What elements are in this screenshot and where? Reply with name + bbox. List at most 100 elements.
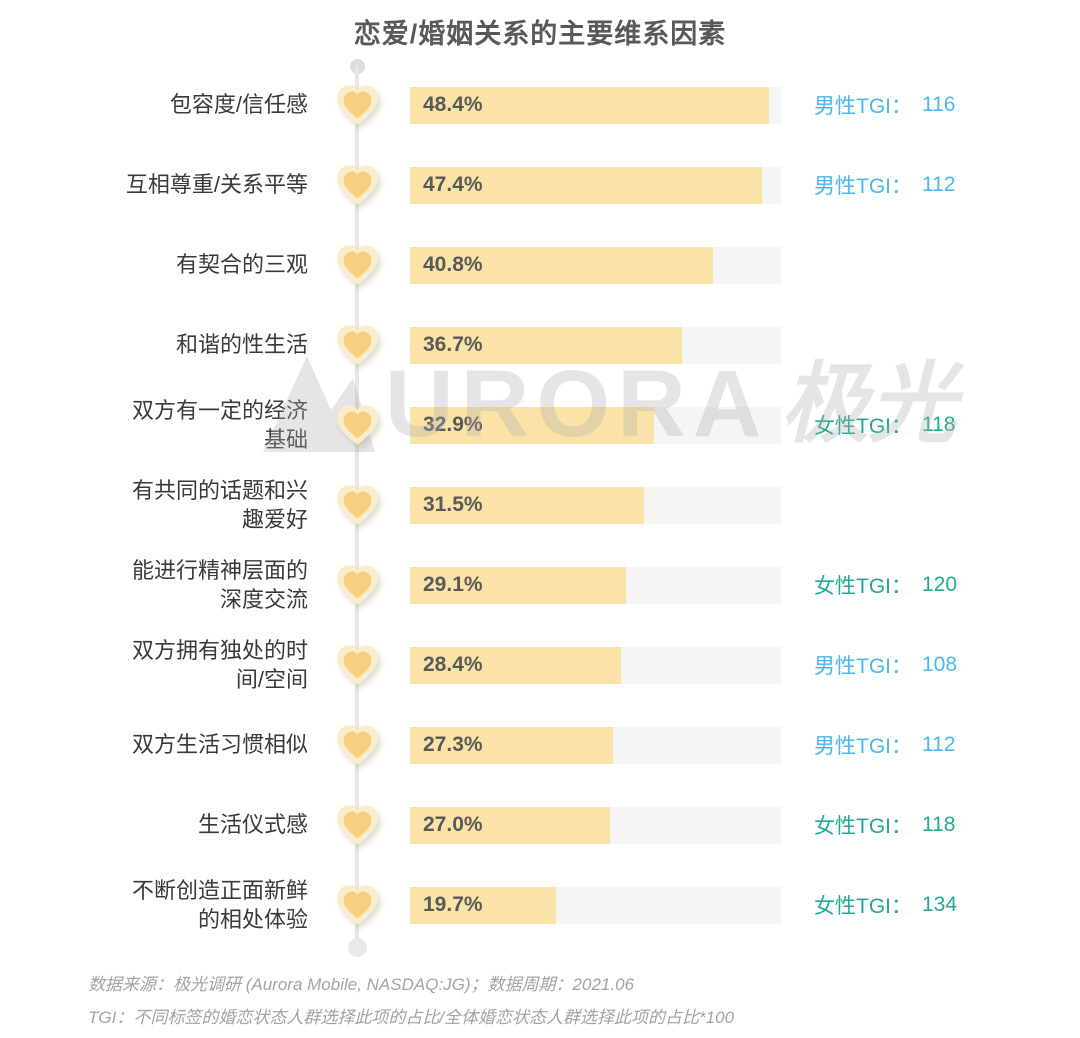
heart-icon [336,564,378,605]
tgi-value: 116 [922,93,956,116]
factor-row: 双方生活习惯相似 27.3% 男性TGI： 112 [0,705,1080,785]
bar-area: 28.4% [410,646,781,684]
heart-col [320,403,394,448]
bar-value-label: 27.3% [423,733,483,756]
heart-icon [336,164,378,205]
tgi-badge: 女性TGI： 120 [814,570,957,600]
factor-label: 双方生活习惯相似 [131,732,308,758]
tgi-badge: 男性TGI： 112 [814,730,955,760]
bar-fill [410,86,769,124]
heart-col [320,883,394,928]
bar-track: 27.0% [410,806,781,844]
bar-area: 27.0% [410,806,781,844]
heart-col [320,643,394,688]
tgi-value: 120 [922,573,958,596]
bar-track: 40.8% [410,246,781,284]
heart-col [320,723,394,768]
bar-track: 29.1% [410,566,781,604]
tgi-badge: 女性TGI： 134 [814,890,957,920]
bar-area: 31.5% [410,486,781,524]
factor-label: 双方拥有独处的时 间/空间 [131,637,308,692]
tgi-label: 女性TGI： [814,815,912,838]
tgi-badge: 女性TGI： 118 [814,810,955,840]
heart-col [320,323,394,368]
tgi-badge: 男性TGI： 108 [814,650,957,680]
tgi-label: 男性TGI： [814,95,912,118]
factor-label: 双方有一定的经济 基础 [131,397,308,452]
bar-fill [410,246,713,284]
timeline-bottom-dot [348,938,367,957]
factor-label: 和谐的性生活 [175,332,308,358]
tgi-label: 女性TGI： [814,415,912,438]
factor-label: 能进行精神层面的 深度交流 [131,557,308,612]
tgi-value: 118 [922,413,956,436]
bar-track: 32.9% [410,406,781,444]
heart-col [320,803,394,848]
bar-area: 40.8% [410,246,781,284]
factor-label: 有共同的话题和兴 趣爱好 [131,477,308,532]
bar-area: 47.4% [410,166,781,204]
heart-icon [336,884,378,925]
tgi-label: 男性TGI： [814,655,912,678]
bar-value-label: 28.4% [423,653,483,676]
heart-col [320,163,394,208]
bar-track: 47.4% [410,166,781,204]
bar-area: 36.7% [410,326,781,364]
tgi-value: 134 [922,893,958,916]
factor-row: 和谐的性生活 36.7% [0,305,1080,385]
bar-fill [410,806,610,844]
tgi-value: 112 [922,173,956,196]
bar-fill [410,726,613,764]
tgi-badge: 男性TGI： 116 [814,90,955,120]
footer: 数据来源：极光调研 (Aurora Mobile, NASDAQ:JG)；数据周… [88,968,734,1034]
bar-track: 19.7% [410,886,781,924]
footer-tgi-note: TGI：不同标签的婚恋状态人群选择此项的占比/全体婚恋状态人群选择此项的占比*1… [88,1008,735,1028]
heart-icon [336,84,378,125]
chart-rows: 包容度/信任感 48.4% 男性TGI： 116 互相尊重/关系平等 [0,65,1080,945]
heart-col [320,483,394,528]
tgi-value: 108 [922,653,958,676]
heart-icon [336,324,378,365]
bar-fill [410,886,556,924]
bar-fill [410,486,644,524]
factor-label: 不断创造正面新鲜 的相处体验 [131,877,308,932]
factor-row: 双方拥有独处的时 间/空间 28.4% 男性TGI： 108 [0,625,1080,705]
tgi-value: 112 [922,733,956,756]
bar-value-label: 19.7% [423,893,483,916]
bar-value-label: 29.1% [423,573,483,596]
factor-row: 有契合的三观 40.8% [0,225,1080,305]
bar-fill [410,406,654,444]
footer-source: 数据来源：极光调研 (Aurora Mobile, NASDAQ:JG)；数据周… [88,975,635,994]
tgi-label: 女性TGI： [814,575,912,598]
heart-col [320,83,394,128]
factor-label: 包容度/信任感 [169,92,308,118]
bar-track: 48.4% [410,86,781,124]
factor-row: 包容度/信任感 48.4% 男性TGI： 116 [0,65,1080,145]
heart-col [320,243,394,288]
bar-area: 32.9% [410,406,781,444]
bar-value-label: 27.0% [423,813,483,836]
chart-title: 恋爱/婚姻关系的主要维系因素 [353,19,727,49]
heart-col [320,563,394,608]
heart-icon [336,484,378,525]
bar-value-label: 36.7% [423,333,483,356]
factor-label: 生活仪式感 [197,812,308,838]
tgi-label: 女性TGI： [814,895,912,918]
factor-row: 不断创造正面新鲜 的相处体验 19.7% 女性TGI： 134 [0,865,1080,945]
tgi-label: 男性TGI： [814,175,912,198]
bar-value-label: 31.5% [423,493,483,516]
factor-label: 互相尊重/关系平等 [125,172,308,198]
bar-value-label: 32.9% [423,413,483,436]
heart-icon [336,644,378,685]
bar-area: 29.1% [410,566,781,604]
bar-track: 28.4% [410,646,781,684]
factor-row: 生活仪式感 27.0% 女性TGI： 118 [0,785,1080,865]
bar-fill [410,326,682,364]
heart-icon [336,244,378,285]
bar-track: 27.3% [410,726,781,764]
bar-area: 19.7% [410,886,781,924]
bar-area: 27.3% [410,726,781,764]
heart-icon [336,724,378,765]
tgi-badge: 女性TGI： 118 [814,410,955,440]
